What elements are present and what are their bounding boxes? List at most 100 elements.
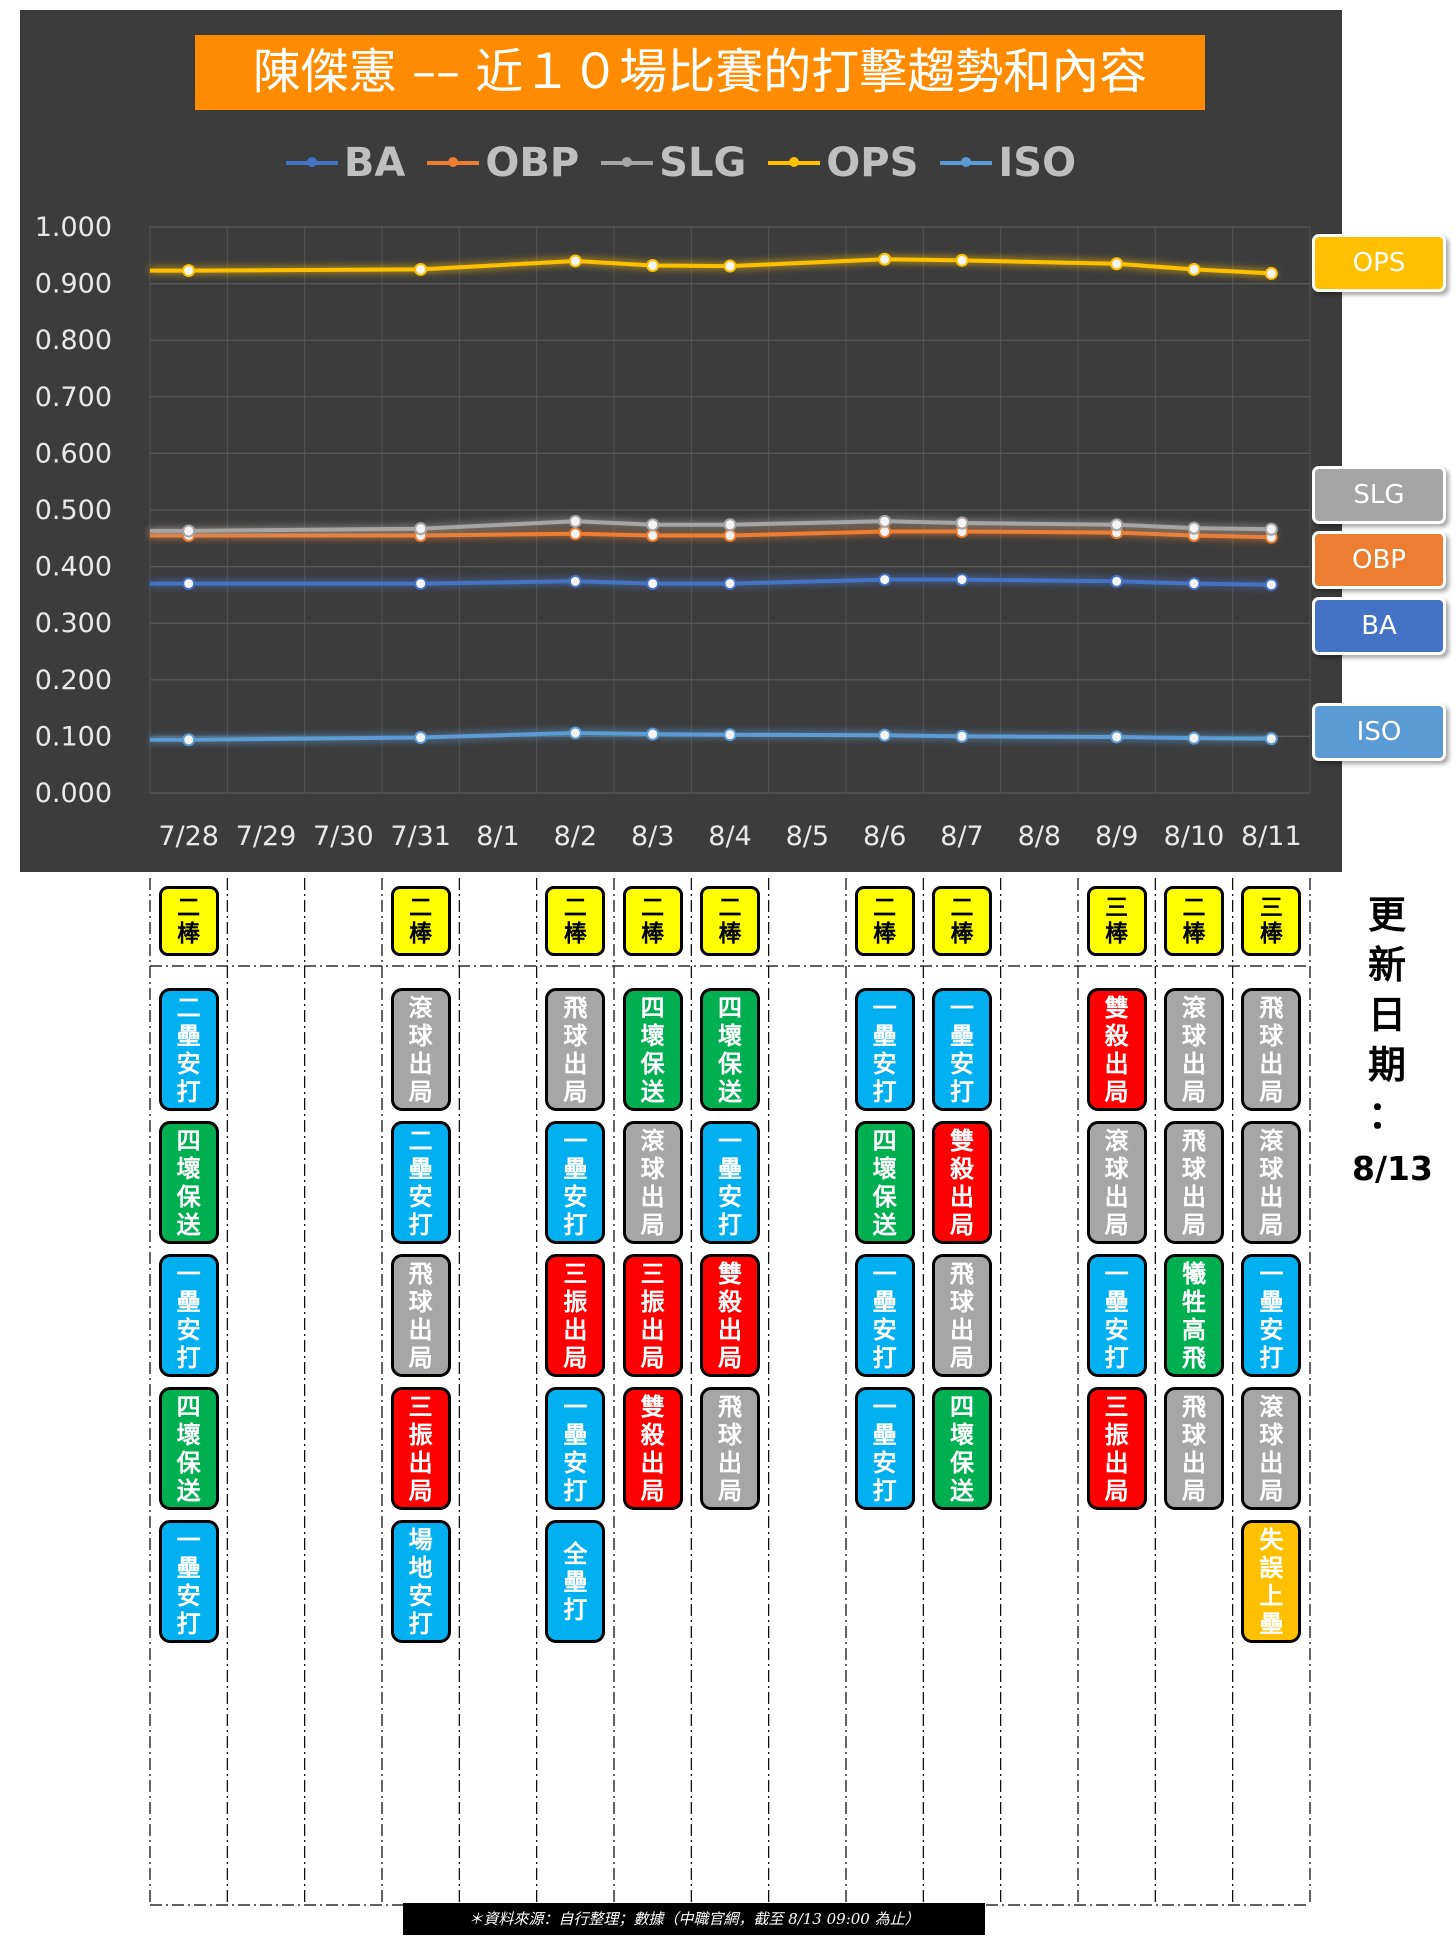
point-ops-8-3 — [646, 258, 660, 272]
plate-appearance-result: 失誤上壘 — [1241, 1520, 1302, 1643]
point-iso-8-6 — [878, 728, 892, 742]
plate-appearance-result: 飛球出局 — [700, 1387, 760, 1510]
point-iso-7-31 — [414, 731, 428, 745]
chart-panel: 陳傑憲 –– 近１０場比賽的打擊趨勢和內容 BA OBP SLG OPS ISO — [20, 10, 1342, 872]
y-tick-label: 0.100 — [35, 721, 112, 752]
point-ba-8-11 — [1264, 578, 1278, 592]
legend-item-iso: ISO — [940, 140, 1076, 186]
x-tick-label: 8/3 — [631, 821, 674, 852]
update-colon: ： — [1367, 1093, 1406, 1137]
end-label-slg: SLG — [1312, 466, 1446, 524]
point-iso-8-2 — [568, 726, 582, 740]
x-tick-label: 7/31 — [390, 821, 451, 852]
chart-legend: BA OBP SLG OPS ISO — [20, 138, 1342, 188]
update-label: 更新日期 — [1367, 893, 1406, 1087]
plate-appearance-result: 一壘安打 — [545, 1387, 606, 1510]
plate-appearance-result: 四壞保送 — [932, 1387, 992, 1510]
point-ba-7-31 — [414, 577, 428, 591]
plate-appearance-result: 飛球出局 — [932, 1254, 992, 1377]
plate-appearance-result: 雙殺出局 — [700, 1254, 760, 1377]
point-ops-8-4 — [723, 259, 737, 273]
point-slg-7-31 — [414, 522, 428, 536]
plate-appearance-result: 雙殺出局 — [1086, 988, 1147, 1111]
end-label-ba: BA — [1312, 597, 1446, 655]
batting-order-badge: 二棒 — [390, 886, 451, 956]
point-iso-8-3 — [646, 727, 660, 741]
x-tick-label: 8/9 — [1095, 821, 1138, 852]
plate-appearance-result: 三振出局 — [622, 1254, 683, 1377]
point-ops-8-2 — [568, 254, 582, 268]
legend-swatch-ba — [285, 157, 338, 167]
y-tick-label: 0.000 — [35, 778, 112, 809]
point-ba-8-3 — [646, 577, 660, 591]
plate-appearance-result: 四壞保送 — [854, 1121, 915, 1244]
legend-swatch-slg — [601, 157, 654, 167]
legend-label-slg: SLG — [659, 140, 747, 186]
batting-order-badge: 二棒 — [622, 886, 683, 956]
series-line-ops — [150, 257, 1276, 276]
chart-title: 陳傑憲 –– 近１０場比賽的打擊趨勢和內容 — [195, 35, 1205, 110]
plate-appearance-result: 一壘安打 — [854, 1254, 915, 1377]
plate-appearance-result: 滾球出局 — [622, 1121, 683, 1244]
plate-appearance-result: 飛球出局 — [545, 988, 606, 1111]
x-tick-label: 8/2 — [554, 821, 597, 852]
plate-appearance-result: 飛球出局 — [1164, 1121, 1224, 1244]
plate-appearance-result: 四壞保送 — [622, 988, 683, 1111]
point-slg-8-6 — [878, 514, 892, 528]
x-tick-label: 7/29 — [236, 821, 297, 852]
point-slg-8-9 — [1110, 518, 1124, 532]
plate-appearance-result: 飛球出局 — [1241, 988, 1302, 1111]
plate-appearance-result: 四壞保送 — [158, 1121, 219, 1244]
plate-appearance-result: 一壘安打 — [854, 988, 915, 1111]
series-line-slg — [150, 519, 1276, 533]
legend-label-ops: OPS — [826, 140, 919, 186]
plate-appearance-result: 一壘安打 — [158, 1254, 219, 1377]
plate-appearance-result: 一壘安打 — [700, 1121, 760, 1244]
point-slg-8-4 — [723, 518, 737, 532]
legend-item-ba: BA — [285, 140, 406, 186]
legend-label-ba: BA — [343, 140, 406, 186]
update-date-block: 更新日期 ： 8/13 — [1352, 890, 1433, 1194]
point-iso-8-4 — [723, 728, 737, 742]
end-label-obp: OBP — [1312, 531, 1446, 589]
plate-appearance-result: 滾球出局 — [1164, 988, 1224, 1111]
batting-order-badge: 二棒 — [854, 886, 915, 956]
point-ba-8-7 — [955, 573, 969, 587]
point-slg-8-10 — [1187, 521, 1201, 535]
x-tick-label: 8/10 — [1164, 821, 1225, 852]
legend-label-obp: OBP — [485, 140, 580, 186]
point-ba-8-9 — [1110, 574, 1124, 588]
source-note: ＊資料來源：自行整理；數據（中職官網，截至 8/13 09:00 為止） — [403, 1903, 985, 1935]
plate-appearance-result: 一壘安打 — [932, 988, 992, 1111]
x-tick-label: 8/6 — [863, 821, 906, 852]
point-iso-8-9 — [1110, 730, 1124, 744]
legend-swatch-ops — [768, 157, 821, 167]
series-line-iso — [150, 730, 1276, 742]
batting-order-badge: 二棒 — [1164, 886, 1224, 956]
plate-appearance-result: 一壘安打 — [545, 1121, 606, 1244]
point-ba-8-2 — [568, 574, 582, 588]
legend-swatch-obp — [427, 157, 480, 167]
plate-appearance-result: 三振出局 — [390, 1387, 451, 1510]
plate-appearance-result: 犧牲高飛 — [1164, 1254, 1224, 1377]
plate-appearance-result: 一壘安打 — [1241, 1254, 1302, 1377]
point-ops-7-31 — [414, 262, 428, 276]
plate-appearance-result: 雙殺出局 — [622, 1387, 683, 1510]
point-iso-7-28 — [182, 733, 196, 747]
batting-order-badge: 二棒 — [545, 886, 606, 956]
point-ops-8-11 — [1264, 266, 1278, 280]
point-slg-8-2 — [568, 514, 582, 528]
plate-appearance-result: 三振出局 — [545, 1254, 606, 1377]
legend-item-ops: OPS — [768, 140, 918, 186]
y-tick-label: 0.300 — [35, 608, 112, 639]
point-iso-8-10 — [1187, 731, 1201, 745]
point-ba-8-10 — [1187, 577, 1201, 591]
plate-appearance-result: 場地安打 — [390, 1520, 451, 1643]
x-tick-label: 7/30 — [313, 821, 374, 852]
series-line-ba — [150, 577, 1276, 587]
point-ops-8-9 — [1110, 257, 1124, 271]
x-tick-label: 8/4 — [708, 821, 751, 852]
point-ba-8-4 — [723, 577, 737, 591]
point-ops-8-6 — [878, 252, 892, 266]
batting-order-badge: 三棒 — [1241, 886, 1302, 956]
